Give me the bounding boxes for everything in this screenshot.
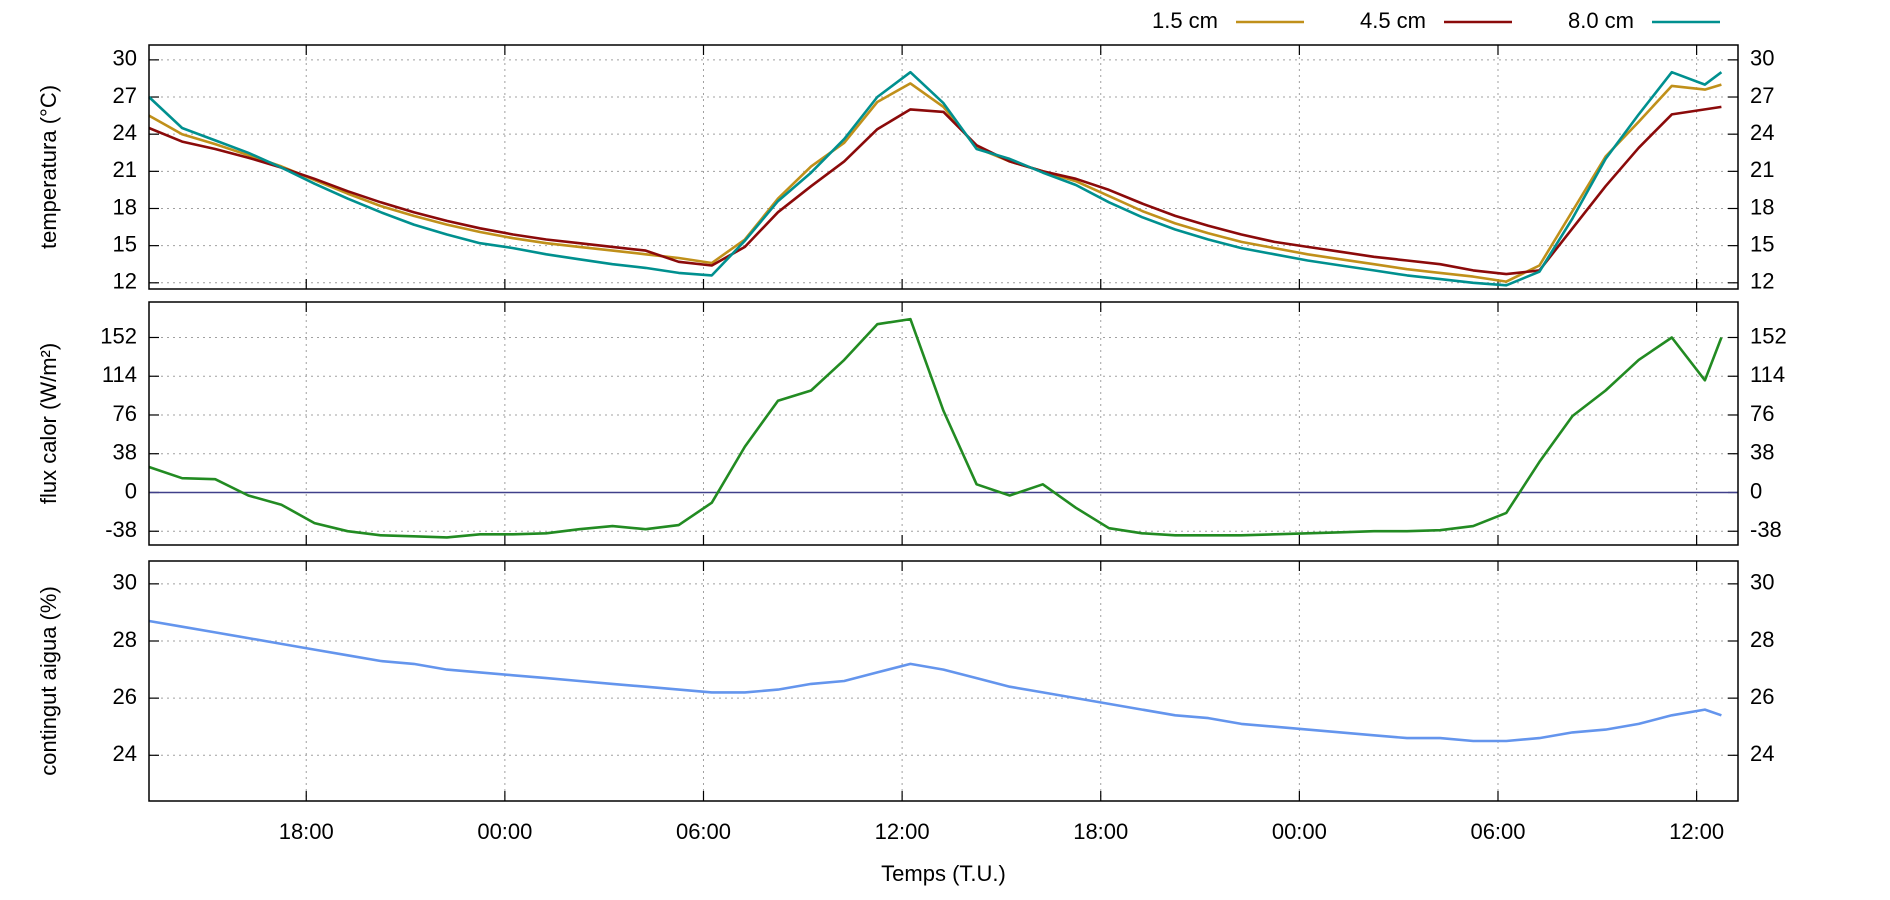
y-tick-label: 0: [125, 478, 137, 503]
y2-tick-label: 30: [1750, 46, 1774, 71]
y-tick-label: 12: [113, 269, 137, 294]
y2-tick-label: -38: [1750, 517, 1782, 542]
y-tick-label: 114: [102, 362, 137, 387]
data-line: [148, 70, 1723, 287]
y-tick-label: 38: [113, 440, 137, 465]
y2-tick-label: 24: [1750, 120, 1774, 145]
y-axis-label: temperatura (°C): [36, 85, 61, 249]
y2-tick-label: 28: [1750, 627, 1774, 652]
y2-tick-label: 38: [1750, 440, 1774, 465]
y2-tick-label: 0: [1750, 478, 1762, 503]
y2-tick-label: 18: [1750, 194, 1774, 219]
data-line: [148, 105, 1722, 276]
legend-label: 1.5 cm: [1152, 8, 1218, 33]
y-tick-label: 76: [113, 401, 137, 426]
legend-label: 8.0 cm: [1568, 8, 1634, 33]
y2-tick-label: 24: [1750, 741, 1774, 766]
data-line: [148, 317, 1723, 539]
x-tick-label: 18:00: [279, 819, 334, 844]
y-tick-label: 24: [113, 741, 137, 766]
y2-tick-label: 27: [1750, 83, 1774, 108]
x-tick-label: 12:00: [875, 819, 930, 844]
y-tick-label: 15: [113, 231, 137, 256]
y-tick-label: 24: [113, 120, 137, 145]
data-line: [148, 619, 1722, 743]
plot-frame: [148, 560, 1739, 802]
y-axis-label: contingut aigua (%): [36, 586, 61, 776]
x-tick-label: 12:00: [1669, 819, 1724, 844]
y2-tick-label: 30: [1750, 570, 1774, 595]
plot-frame: [148, 301, 1739, 546]
y2-tick-label: 26: [1750, 684, 1774, 709]
y-tick-label: 27: [113, 83, 137, 108]
y-tick-label: 152: [100, 323, 137, 348]
plot-frame: [148, 44, 1739, 290]
y-tick-label: 30: [113, 570, 137, 595]
x-tick-label: 18:00: [1073, 819, 1128, 844]
y2-tick-label: 76: [1750, 401, 1774, 426]
legend-label: 4.5 cm: [1360, 8, 1426, 33]
data-line: [148, 82, 1722, 283]
y2-tick-label: 15: [1750, 231, 1774, 256]
y2-tick-label: 21: [1750, 157, 1774, 182]
x-tick-label: 06:00: [676, 819, 731, 844]
y-tick-label: 28: [113, 627, 137, 652]
y2-tick-label: 12: [1750, 269, 1774, 294]
y-tick-label: 21: [113, 157, 137, 182]
y2-tick-label: 114: [1750, 362, 1785, 387]
y-tick-label: 18: [113, 194, 137, 219]
x-tick-label: 06:00: [1470, 819, 1525, 844]
y-axis-label: flux calor (W/m²): [36, 343, 61, 504]
x-tick-label: 00:00: [1272, 819, 1327, 844]
x-tick-label: 00:00: [477, 819, 532, 844]
y-tick-label: 26: [113, 684, 137, 709]
y-tick-label: 30: [113, 46, 137, 71]
y-tick-label: -38: [105, 517, 137, 542]
y2-tick-label: 152: [1750, 323, 1787, 348]
x-axis-label: Temps (T.U.): [881, 861, 1006, 886]
